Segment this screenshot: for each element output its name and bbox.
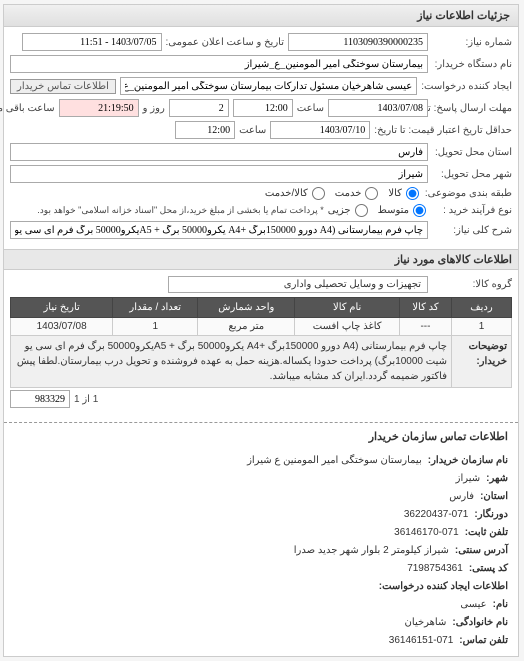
c-cphone: 36146151-071 xyxy=(390,632,455,650)
purchase-radio-small[interactable] xyxy=(356,204,369,217)
validity-time-label: ساعت xyxy=(240,125,267,136)
pager-goto-field[interactable] xyxy=(11,390,71,408)
deadline-label: مهلت ارسال پاسخ: تا تاریخ: xyxy=(433,103,513,114)
desc-text: چاپ فرم بیمارستانی (A4 دورو 150000برگ +A… xyxy=(12,336,453,388)
budget-radio-group: کالا خدمت کالا/خدمت xyxy=(266,187,422,200)
purchase-option-small[interactable]: جزیی xyxy=(329,204,371,217)
delivery-city-field xyxy=(11,165,429,183)
form-section: شماره نیاز: تاریخ و ساعت اعلان عمومی: نا… xyxy=(5,27,519,249)
th-name: نام کالا xyxy=(296,298,401,318)
deadline-date-field xyxy=(329,99,429,117)
need-title-field xyxy=(11,221,429,239)
delivery-province-label: استان محل تحویل: xyxy=(433,147,513,158)
delivery-city-label: شهر محل تحویل: xyxy=(433,169,513,180)
c-name-label: نام: xyxy=(494,596,509,614)
buyer-org-label: نام دستگاه خریدار: xyxy=(433,59,513,70)
cell-unit: متر مربع xyxy=(199,318,296,336)
c-province: فارس xyxy=(450,488,475,506)
main-panel: جزئیات اطلاعات نیاز شماره نیاز: تاریخ و … xyxy=(4,4,520,657)
announce-label: تاریخ و ساعت اعلان عمومی: xyxy=(167,37,286,48)
c-address-label: آدرس سنتی: xyxy=(456,542,509,560)
c-org-label: نام سازمان خریدار: xyxy=(429,452,509,470)
c-phone-label: تلفن ثابت: xyxy=(466,524,509,542)
c-city-label: شهر: xyxy=(487,470,509,488)
goods-section-title: اطلاعات کالاهای مورد نیاز xyxy=(5,249,519,270)
cell-name: کاغذ چاپ افست xyxy=(296,318,401,336)
budget-radio-goods[interactable] xyxy=(407,187,420,200)
table-desc-row: توضیحات خریدار: چاپ فرم بیمارستانی (A4 د… xyxy=(12,336,513,388)
c-address: شیراز کیلومتر 2 بلوار شهر جدید صدرا xyxy=(295,542,450,560)
remaining-time-field xyxy=(60,99,140,117)
th-qty: تعداد / مقدار xyxy=(114,298,199,318)
purchase-option-medium[interactable]: متوسط xyxy=(379,204,429,217)
category-label: گروه کالا: xyxy=(433,279,513,290)
remaining-days-label: روز و xyxy=(144,103,166,114)
purchase-radio-group: متوسط جزیی xyxy=(329,204,429,217)
budget-option-both[interactable]: کالا/خدمت xyxy=(266,187,328,200)
cell-qty: 1 xyxy=(114,318,199,336)
th-unit: واحد شمارش xyxy=(199,298,296,318)
deadline-time-label: ساعت xyxy=(298,103,325,114)
budget-label: طبقه بندی موضوعی: xyxy=(426,188,513,199)
th-date: تاریخ نیاز xyxy=(12,298,114,318)
c-org: بیمارستان سوختگی امیر المومنین ع شیراز xyxy=(248,452,423,470)
remaining-days-field xyxy=(170,99,230,117)
c-postal: 7198754361 xyxy=(408,560,464,578)
request-no-field xyxy=(289,33,429,51)
c-province-label: استان: xyxy=(481,488,509,506)
announce-field xyxy=(23,33,163,51)
budget-option-service[interactable]: خدمت xyxy=(336,187,382,200)
delivery-province-field xyxy=(11,143,429,161)
c-name: عیسی xyxy=(461,596,487,614)
purchase-note: * پرداخت تمام یا بخشی از مبلغ خرید،از مح… xyxy=(38,205,324,216)
deadline-time-field xyxy=(234,99,294,117)
purchase-type-label: نوع فرآیند خرید : xyxy=(433,205,513,216)
c-city: شیراز xyxy=(457,470,482,488)
c-creator-section: اطلاعات ایجاد کننده درخواست: xyxy=(380,578,509,596)
c-postal-label: کد پستی: xyxy=(470,560,509,578)
c-fax: 36220437-071 xyxy=(405,506,470,524)
buyer-org-field xyxy=(11,55,429,73)
c-cphone-label: تلفن تماس: xyxy=(460,632,509,650)
c-family-label: نام خانوادگی: xyxy=(453,614,509,632)
desc-label: توضیحات خریدار: xyxy=(453,336,513,388)
budget-radio-service[interactable] xyxy=(366,187,379,200)
validity-label: حداقل تاریخ اعتبار قیمت: تا تاریخ: xyxy=(375,125,513,136)
validity-time-field xyxy=(176,121,236,139)
contact-info-block: نام سازمان خریدار: بیمارستان سوختگی امیر … xyxy=(5,446,519,656)
contact-section-title: اطلاعات تماس سازمان خریدار xyxy=(5,427,519,446)
creator-label: ایجاد کننده درخواست: xyxy=(422,81,513,92)
contact-info-button[interactable]: اطلاعات تماس خریدار xyxy=(11,79,117,94)
table-row: 1 --- کاغذ چاپ افست متر مربع 1 1403/07/0… xyxy=(12,318,513,336)
pager-text: 1 از 1 xyxy=(75,394,99,405)
cell-idx: 1 xyxy=(453,318,513,336)
divider xyxy=(5,422,519,423)
budget-option-goods[interactable]: کالا xyxy=(389,187,422,200)
panel-title: جزئیات اطلاعات نیاز xyxy=(5,5,519,27)
cell-code: --- xyxy=(400,318,452,336)
th-code: کد کالا xyxy=(400,298,452,318)
budget-radio-both[interactable] xyxy=(313,187,326,200)
c-fax-label: دورنگار: xyxy=(475,506,509,524)
request-no-label: شماره نیاز: xyxy=(433,37,513,48)
remaining-label: ساعت باقی مانده xyxy=(0,103,56,114)
th-idx: ردیف xyxy=(453,298,513,318)
c-phone: 36146170-071 xyxy=(395,524,460,542)
purchase-radio-medium[interactable] xyxy=(414,204,427,217)
need-title-label: شرح کلی نیاز: xyxy=(433,225,513,236)
validity-date-field xyxy=(271,121,371,139)
category-value: تجهیزات و وسایل تحصیلی واداری xyxy=(169,276,429,293)
goods-table: ردیف کد کالا نام کالا واحد شمارش تعداد /… xyxy=(11,297,513,388)
table-header-row: ردیف کد کالا نام کالا واحد شمارش تعداد /… xyxy=(12,298,513,318)
creator-field xyxy=(121,77,418,95)
c-family: شاهرخیان xyxy=(406,614,448,632)
cell-date: 1403/07/08 xyxy=(12,318,114,336)
